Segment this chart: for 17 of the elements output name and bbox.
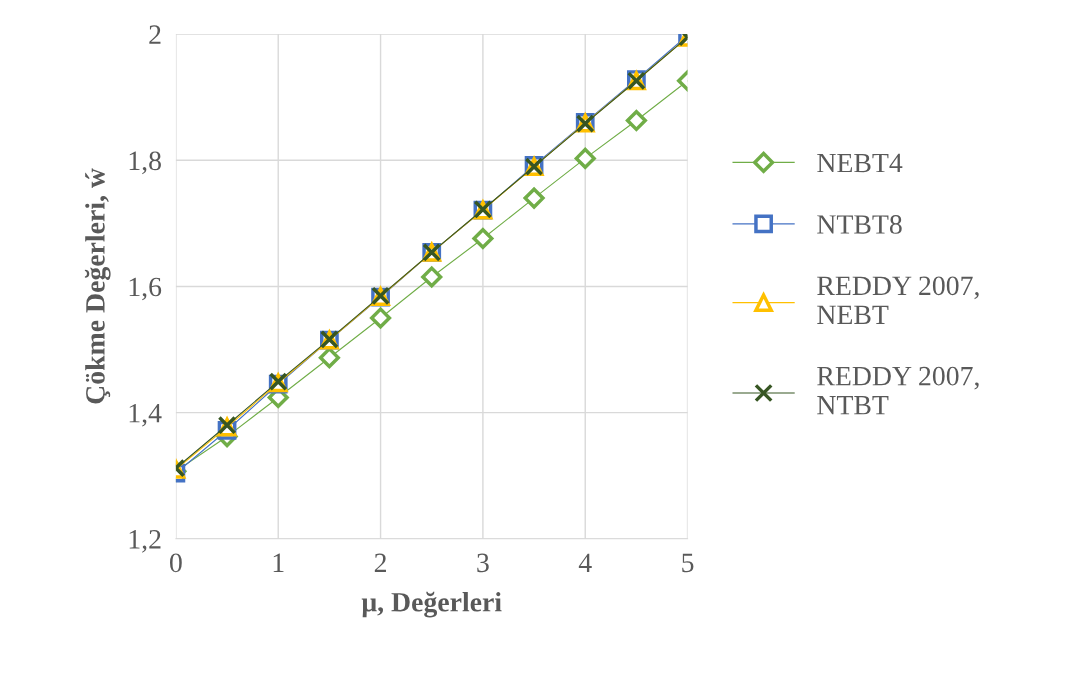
legend-label: REDDY 2007, NEBT <box>817 276 979 325</box>
y-tick-label: 1,4 <box>129 403 162 427</box>
y-tick-label: 2 <box>149 25 161 44</box>
y-tick-label: 1,6 <box>129 277 162 301</box>
legend-label: REDDY 2007, NTBT <box>817 366 979 415</box>
x-axis-title: μ, Değerleri <box>361 591 502 618</box>
x-tick-label: 0 <box>170 553 182 573</box>
legend-label: NTBT8 <box>817 215 902 234</box>
x-tick-label: 5 <box>682 553 694 573</box>
x-tick-label: 2 <box>374 553 386 572</box>
y-axis-title: Çökme Değerleri, ẃ <box>84 168 111 404</box>
legend-label: NEBT4 <box>817 153 903 173</box>
y-tick-label: 1,2 <box>129 530 161 553</box>
y-tick-label: 1,8 <box>129 151 161 175</box>
x-tick-label: 1 <box>273 553 284 572</box>
x-tick-label: 4 <box>578 553 592 572</box>
x-tick-label: 3 <box>477 553 489 573</box>
